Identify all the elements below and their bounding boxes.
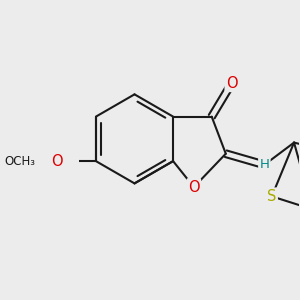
Text: O: O	[226, 76, 238, 91]
Text: H: H	[260, 158, 269, 171]
Text: S: S	[267, 189, 277, 204]
Text: OCH₃: OCH₃	[5, 154, 36, 168]
Text: O: O	[52, 154, 63, 169]
Text: O: O	[188, 180, 200, 195]
